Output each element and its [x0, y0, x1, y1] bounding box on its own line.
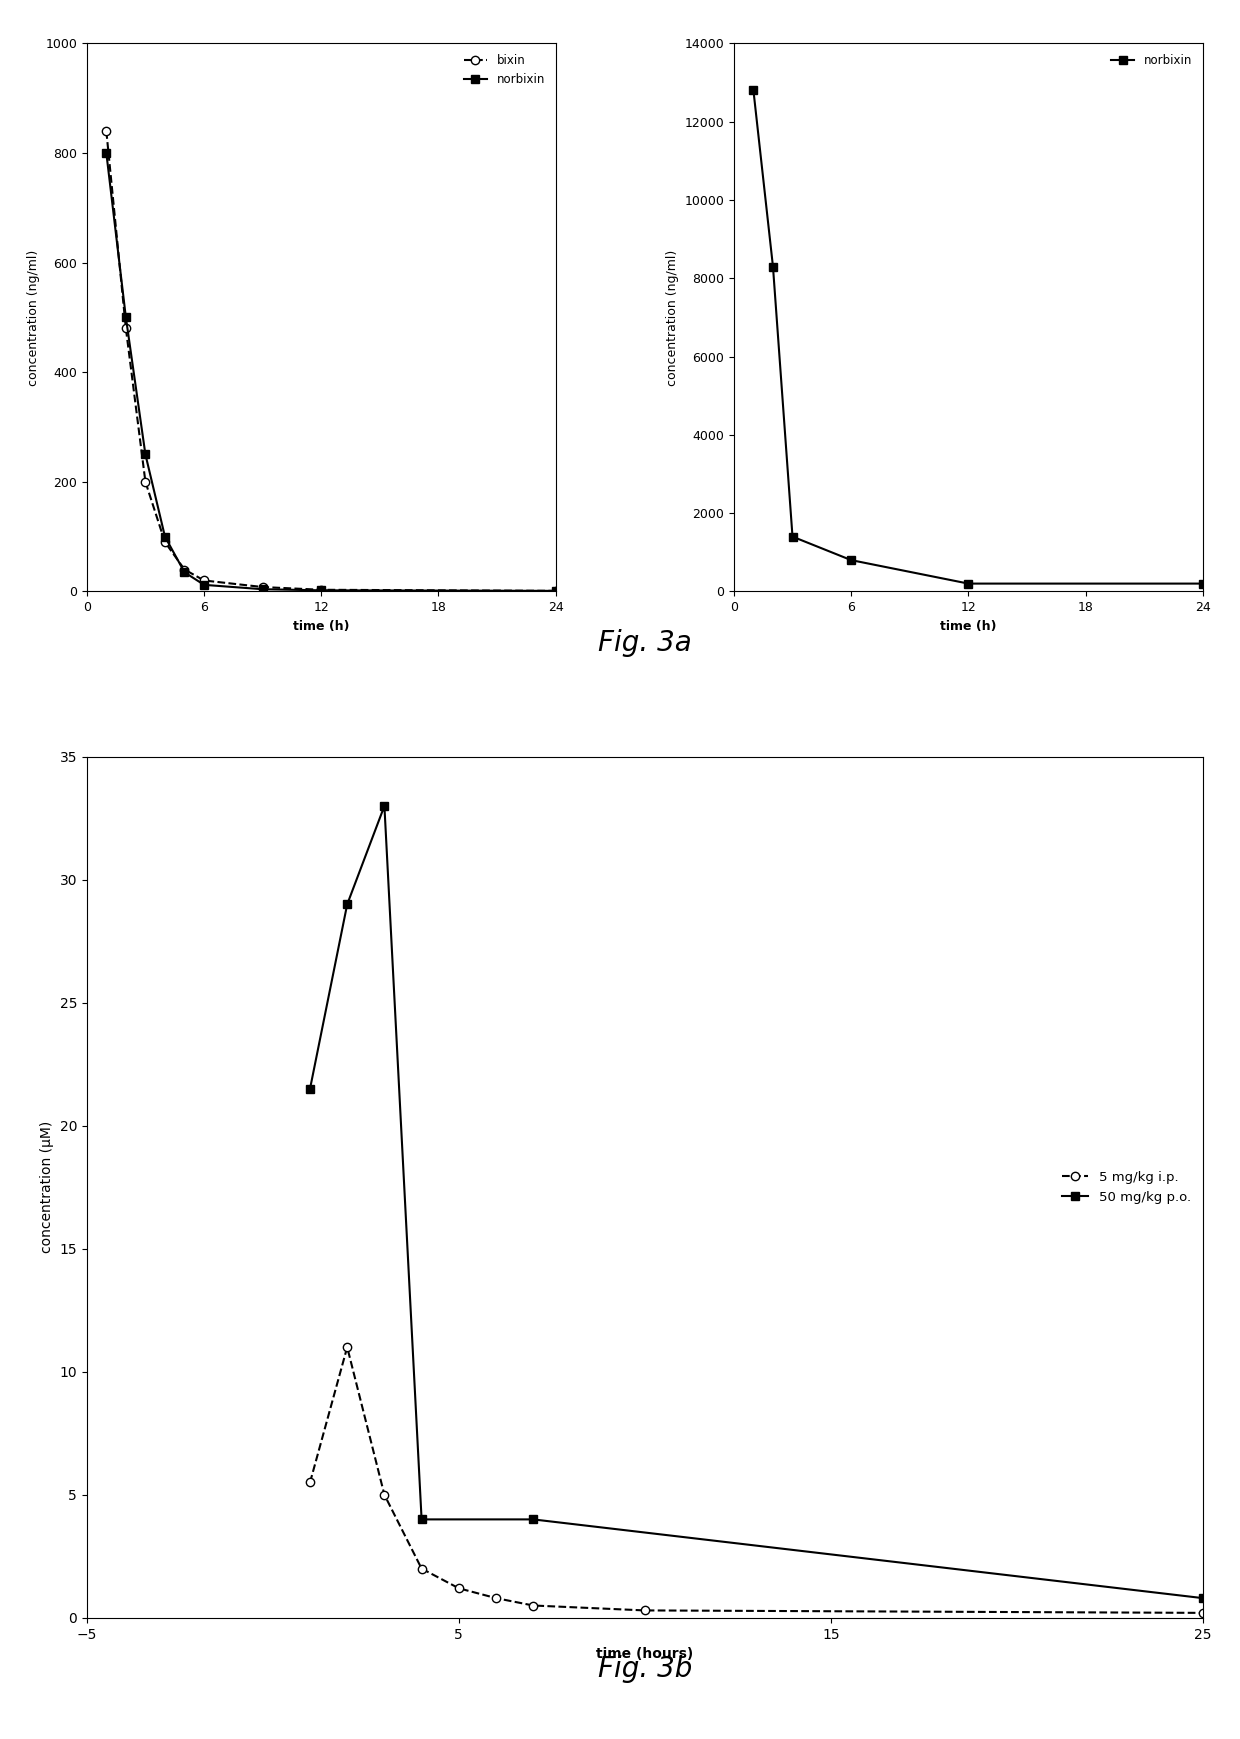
norbixin [843, 550, 858, 570]
5 mg/kg i.p. [489, 1588, 503, 1609]
norbixin [138, 443, 153, 464]
5 mg/kg i.p. [451, 1577, 466, 1598]
norbixin [1195, 574, 1210, 595]
norbixin [765, 256, 780, 277]
Legend: norbixin: norbixin [1106, 49, 1197, 71]
norbixin [785, 527, 800, 548]
5 mg/kg i.p. [414, 1558, 429, 1579]
Line: norbixin: norbixin [749, 87, 1207, 588]
5 mg/kg i.p. [1195, 1602, 1210, 1622]
bixin [255, 577, 270, 598]
norbixin [255, 579, 270, 600]
X-axis label: time (h): time (h) [293, 619, 350, 633]
norbixin [197, 574, 212, 595]
bixin [314, 579, 329, 600]
bixin [119, 318, 134, 339]
norbixin [314, 579, 329, 600]
5 mg/kg i.p. [340, 1337, 355, 1358]
5 mg/kg i.p. [303, 1471, 317, 1492]
Line: 5 mg/kg i.p.: 5 mg/kg i.p. [306, 1343, 1207, 1617]
Y-axis label: concentration (μM): concentration (μM) [40, 1122, 53, 1254]
5 mg/kg i.p. [377, 1485, 392, 1506]
norbixin [119, 308, 134, 329]
Y-axis label: concentration (ng/ml): concentration (ng/ml) [26, 249, 40, 386]
50 mg/kg p.o. [1195, 1588, 1210, 1609]
Legend: bixin, norbixin: bixin, norbixin [459, 49, 549, 90]
50 mg/kg p.o. [377, 795, 392, 816]
50 mg/kg p.o. [414, 1509, 429, 1530]
bixin [548, 581, 563, 602]
Y-axis label: concentration (ng/ml): concentration (ng/ml) [666, 249, 678, 386]
bixin [157, 532, 172, 553]
Line: bixin: bixin [102, 127, 560, 595]
Text: Fig. 3b: Fig. 3b [598, 1656, 692, 1683]
bixin [99, 120, 114, 141]
Line: 50 mg/kg p.o.: 50 mg/kg p.o. [306, 802, 1207, 1602]
50 mg/kg p.o. [526, 1509, 541, 1530]
bixin [177, 558, 192, 579]
norbixin [157, 527, 172, 548]
norbixin [548, 581, 563, 602]
Line: norbixin: norbixin [102, 150, 560, 595]
X-axis label: time (hours): time (hours) [596, 1647, 693, 1661]
Text: Fig. 3a: Fig. 3a [598, 628, 692, 657]
5 mg/kg i.p. [526, 1595, 541, 1616]
50 mg/kg p.o. [303, 1078, 317, 1099]
norbixin [99, 143, 114, 163]
bixin [138, 471, 153, 492]
50 mg/kg p.o. [340, 894, 355, 915]
norbixin [177, 562, 192, 583]
norbixin [961, 574, 976, 595]
Legend: 5 mg/kg i.p., 50 mg/kg p.o.: 5 mg/kg i.p., 50 mg/kg p.o. [1056, 1165, 1197, 1209]
X-axis label: time (h): time (h) [940, 619, 997, 633]
bixin [197, 570, 212, 591]
norbixin [746, 80, 761, 101]
5 mg/kg i.p. [637, 1600, 652, 1621]
